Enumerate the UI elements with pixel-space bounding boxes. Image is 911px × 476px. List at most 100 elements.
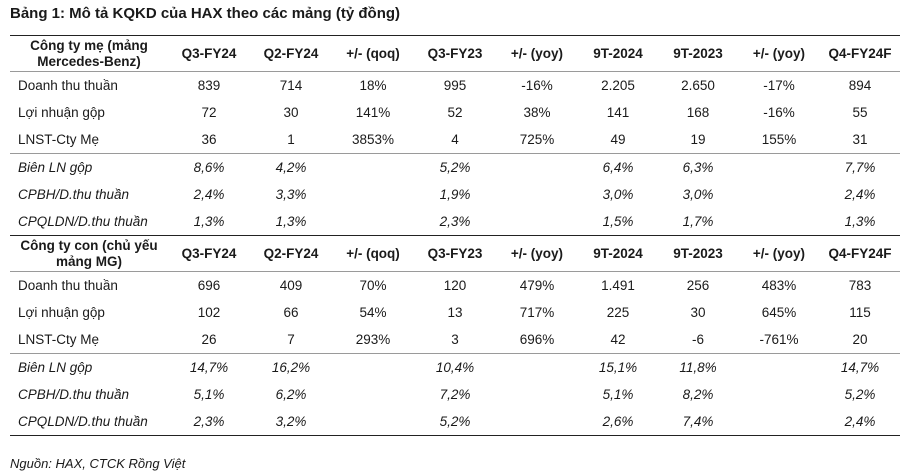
- table-row: Doanh thu thuần 696 409 70% 120 479% 1.491 256 4…: [10, 271, 900, 299]
- table-cell: 5,2%: [844, 387, 876, 402]
- section-title: Công ty con (chủ yếu mảng MG): [10, 235, 168, 272]
- column-header: Q2-FY24: [250, 235, 332, 272]
- table-cell: 3,0%: [682, 187, 714, 202]
- table-cell: 70%: [332, 271, 414, 299]
- row-label: CPQLDN/D.thu thuần: [18, 214, 148, 229]
- table-cell: -761%: [759, 332, 799, 347]
- table-cell: [332, 353, 414, 381]
- table-cell: 714: [250, 71, 332, 99]
- table-cell: 38%: [523, 105, 551, 120]
- table-cell: 15,1%: [578, 353, 658, 381]
- table-cell: 256: [658, 271, 738, 299]
- table-cell: 42: [610, 332, 626, 347]
- column-header: Q3-FY24: [168, 235, 250, 272]
- table-cell: 141%: [355, 105, 391, 120]
- table-cell: 120: [414, 271, 496, 299]
- table-row: LNST-Cty Mẹ 36 1 3853% 4 725% 49 19 155% 31: [10, 126, 900, 154]
- column-header: +/- (yoy): [738, 35, 820, 72]
- table-cell: 14,7%: [168, 353, 250, 381]
- table-body: Công ty mẹ (mảng Mercedes-Benz) Q3-FY24 Q2…: [10, 35, 900, 436]
- table-row: Lợi nhuận gộp 102 66 54% 13 717% 225 30 645% 115: [10, 299, 900, 326]
- table-cell: 52: [447, 105, 463, 120]
- table-cell: 7,7%: [820, 153, 900, 181]
- table-cell: 5,1%: [193, 387, 225, 402]
- table-cell: 995: [414, 71, 496, 99]
- table-cell: 783: [820, 271, 900, 299]
- table-cell: 696: [168, 271, 250, 299]
- table-cell: 54%: [359, 305, 387, 320]
- table-cell: 725%: [519, 132, 555, 147]
- column-header: Q3-FY23: [414, 235, 496, 272]
- table-cell: 30: [283, 105, 299, 120]
- table-cell: 6,4%: [578, 153, 658, 181]
- table-cell: 225: [606, 305, 630, 320]
- table-cell: [496, 408, 578, 436]
- table-cell: 839: [168, 71, 250, 99]
- table-cell: 1,3%: [193, 214, 225, 229]
- column-header: +/- (yoy): [496, 35, 578, 72]
- table-cell: 1.491: [578, 271, 658, 299]
- table-cell: 2,4%: [820, 408, 900, 436]
- ratio-row: CPQLDN/D.thu thuần 1,3% 1,3% 2,3% 1,5% 1,7% 1,…: [10, 208, 900, 236]
- table-cell: [738, 408, 820, 436]
- row-label: Doanh thu thuần: [10, 71, 168, 99]
- row-label: CPQLDN/D.thu thuần: [10, 408, 168, 436]
- table-cell: 4,2%: [250, 153, 332, 181]
- row-label: Biên LN gộp: [10, 153, 168, 181]
- ratio-row: Biên LN gộp 8,6% 4,2% 5,2% 6,4% 6,3% 7,7%: [10, 153, 900, 181]
- column-header: +/- (qoq): [332, 35, 414, 72]
- table-cell: 717%: [519, 305, 555, 320]
- table-cell: [496, 181, 578, 208]
- table-cell: 13: [447, 305, 463, 320]
- table-cell: 8,2%: [682, 387, 714, 402]
- table-cell: 479%: [496, 271, 578, 299]
- table-cell: -16%: [763, 105, 795, 120]
- row-label: CPBH/D.thu thuần: [18, 187, 130, 202]
- table-cell: 49: [610, 132, 626, 147]
- ratio-row: CPBH/D.thu thuần 2,4% 3,3% 1,9% 3,0% 3,0% 2,4%: [10, 181, 900, 208]
- row-label: LNST-Cty Mẹ: [18, 132, 100, 147]
- results-table: Công ty mẹ (mảng Mercedes-Benz) Q3-FY24 Q2…: [10, 35, 900, 436]
- column-header: +/- (yoy): [738, 235, 820, 272]
- source-note: Nguồn: HAX, CTCK Rồng Việt: [10, 456, 186, 471]
- table-cell: 2,3%: [439, 214, 471, 229]
- table-cell: 26: [201, 332, 217, 347]
- table-row: Doanh thu thuần 839 714 18% 995 -16% 2.205 2.65…: [10, 71, 900, 99]
- table-cell: 2,3%: [168, 408, 250, 436]
- table-cell: 2,4%: [844, 187, 876, 202]
- table-cell: [496, 153, 578, 181]
- table-cell: 1,5%: [602, 214, 634, 229]
- table-cell: -16%: [496, 71, 578, 99]
- table-cell: 1,3%: [844, 214, 876, 229]
- row-label: Doanh thu thuần: [10, 271, 168, 299]
- table-cell: 4: [451, 132, 459, 147]
- table-cell: 1,7%: [682, 214, 714, 229]
- table-cell: 894: [820, 71, 900, 99]
- column-header: 9T-2023: [658, 35, 738, 72]
- ratio-row: CPQLDN/D.thu thuần 2,3% 3,2% 5,2% 2,6% 7,4% 2,…: [10, 408, 900, 436]
- table-cell: 6,2%: [275, 387, 307, 402]
- table-cell: 115: [849, 305, 871, 320]
- row-label: Biên LN gộp: [10, 353, 168, 381]
- table-cell: 7,4%: [658, 408, 738, 436]
- table-cell: [738, 381, 820, 408]
- table-cell: 409: [250, 271, 332, 299]
- table-cell: 7: [287, 332, 295, 347]
- table-cell: 66: [283, 305, 299, 320]
- table-cell: 168: [686, 105, 710, 120]
- column-header: +/- (qoq): [332, 235, 414, 272]
- table-cell: 30: [690, 305, 706, 320]
- table-cell: [332, 208, 414, 236]
- table-cell: 20: [852, 332, 868, 347]
- table-cell: 36: [201, 132, 217, 147]
- table-cell: 16,2%: [250, 353, 332, 381]
- section-title: Công ty mẹ (mảng Mercedes-Benz): [10, 35, 168, 72]
- table-cell: [738, 208, 820, 236]
- table-cell: [496, 208, 578, 236]
- table-cell: 483%: [738, 271, 820, 299]
- table-cell: 645%: [761, 305, 797, 320]
- table-cell: 6,3%: [658, 153, 738, 181]
- table-row: Lợi nhuận gộp 72 30 141% 52 38% 141 168 -16% 55: [10, 99, 900, 126]
- table-cell: 7,2%: [439, 387, 471, 402]
- table-cell: 2.205: [578, 71, 658, 99]
